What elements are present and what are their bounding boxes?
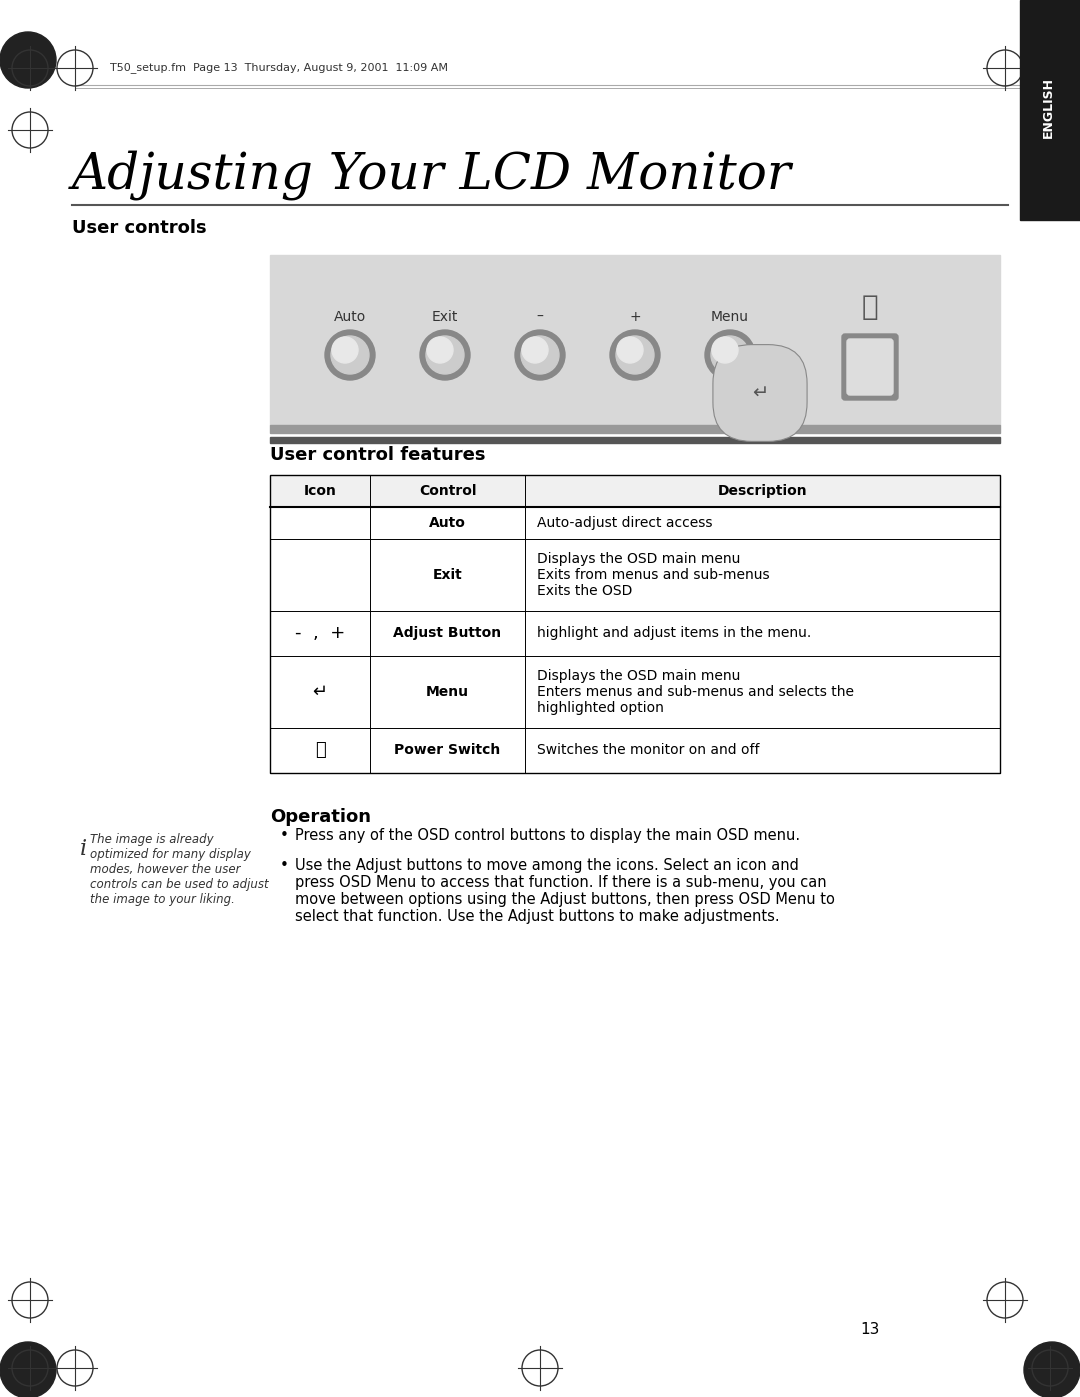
Text: Displays the OSD main menu: Displays the OSD main menu xyxy=(537,669,741,683)
Text: Description: Description xyxy=(718,483,808,497)
Text: Operation: Operation xyxy=(270,807,372,826)
Text: optimized for many display: optimized for many display xyxy=(90,848,251,861)
Text: Auto-adjust direct access: Auto-adjust direct access xyxy=(537,515,713,529)
Text: Adjust Button: Adjust Button xyxy=(393,626,501,640)
Text: ENGLISH: ENGLISH xyxy=(1041,77,1054,138)
Circle shape xyxy=(427,337,453,363)
Text: ↵: ↵ xyxy=(312,683,327,701)
Text: press OSD Menu to access that function. If there is a sub-menu, you can: press OSD Menu to access that function. … xyxy=(295,875,826,890)
Text: the image to your liking.: the image to your liking. xyxy=(90,893,234,907)
Text: Exit: Exit xyxy=(433,569,462,583)
Text: 𝑖: 𝑖 xyxy=(80,838,87,861)
Text: •: • xyxy=(280,828,288,842)
Text: ⏻: ⏻ xyxy=(314,742,325,760)
Text: Use the Adjust buttons to move among the icons. Select an icon and: Use the Adjust buttons to move among the… xyxy=(295,858,799,873)
FancyBboxPatch shape xyxy=(842,334,897,400)
Text: The image is already: The image is already xyxy=(90,833,214,847)
Bar xyxy=(270,256,1000,425)
Text: Control: Control xyxy=(419,483,476,497)
Text: highlight and adjust items in the menu.: highlight and adjust items in the menu. xyxy=(537,626,811,640)
Text: User control features: User control features xyxy=(270,446,486,464)
Circle shape xyxy=(426,337,464,374)
Bar xyxy=(270,437,1000,443)
Bar xyxy=(270,475,1000,507)
Text: ⏻: ⏻ xyxy=(862,293,878,321)
Circle shape xyxy=(1024,1343,1080,1397)
Circle shape xyxy=(515,330,565,380)
Text: Power Switch: Power Switch xyxy=(394,743,501,757)
Text: modes, however the user: modes, however the user xyxy=(90,863,241,876)
Text: Exits from menus and sub-menus: Exits from menus and sub-menus xyxy=(537,569,770,583)
Bar xyxy=(270,475,1000,773)
FancyBboxPatch shape xyxy=(847,339,893,395)
Bar xyxy=(270,425,1000,433)
Text: Enters menus and sub-menus and selects the: Enters menus and sub-menus and selects t… xyxy=(537,685,854,698)
Text: Exits the OSD: Exits the OSD xyxy=(537,584,633,598)
Text: Menu: Menu xyxy=(426,685,469,698)
Text: Menu: Menu xyxy=(711,310,750,324)
Circle shape xyxy=(521,337,559,374)
Circle shape xyxy=(610,330,660,380)
Bar xyxy=(270,728,1000,773)
Text: Displays the OSD main menu: Displays the OSD main menu xyxy=(537,552,741,566)
Text: controls can be used to adjust: controls can be used to adjust xyxy=(90,877,269,891)
Bar xyxy=(270,539,1000,610)
Circle shape xyxy=(0,1343,56,1397)
Text: Adjusting Your LCD Monitor: Adjusting Your LCD Monitor xyxy=(72,149,792,200)
Circle shape xyxy=(711,337,750,374)
Text: 13: 13 xyxy=(861,1323,880,1337)
Text: +: + xyxy=(630,310,640,324)
Circle shape xyxy=(705,330,755,380)
Text: Switches the monitor on and off: Switches the monitor on and off xyxy=(537,743,759,757)
Text: select that function. Use the Adjust buttons to make adjustments.: select that function. Use the Adjust but… xyxy=(295,909,780,923)
Bar xyxy=(1020,0,1080,219)
Text: User controls: User controls xyxy=(72,219,206,237)
Bar xyxy=(270,610,1000,657)
Circle shape xyxy=(330,337,369,374)
Text: T50_setup.fm  Page 13  Thursday, August 9, 2001  11:09 AM: T50_setup.fm Page 13 Thursday, August 9,… xyxy=(110,63,448,74)
Bar xyxy=(270,507,1000,539)
Circle shape xyxy=(0,32,56,88)
Text: Exit: Exit xyxy=(432,310,458,324)
Circle shape xyxy=(325,330,375,380)
Text: Press any of the OSD control buttons to display the main OSD menu.: Press any of the OSD control buttons to … xyxy=(295,828,800,842)
Text: –: – xyxy=(537,310,543,324)
Circle shape xyxy=(522,337,548,363)
Text: -  ,  +: - , + xyxy=(295,624,346,643)
Text: ↵: ↵ xyxy=(752,384,768,402)
Circle shape xyxy=(616,337,654,374)
Text: •: • xyxy=(280,858,288,873)
Text: Icon: Icon xyxy=(303,483,337,497)
Text: Auto: Auto xyxy=(429,515,465,529)
Text: highlighted option: highlighted option xyxy=(537,701,664,715)
Bar xyxy=(270,657,1000,728)
Text: move between options using the Adjust buttons, then press OSD Menu to: move between options using the Adjust bu… xyxy=(295,893,835,907)
Circle shape xyxy=(332,337,357,363)
Circle shape xyxy=(420,330,470,380)
Text: Auto: Auto xyxy=(334,310,366,324)
Circle shape xyxy=(712,337,738,363)
Circle shape xyxy=(617,337,643,363)
